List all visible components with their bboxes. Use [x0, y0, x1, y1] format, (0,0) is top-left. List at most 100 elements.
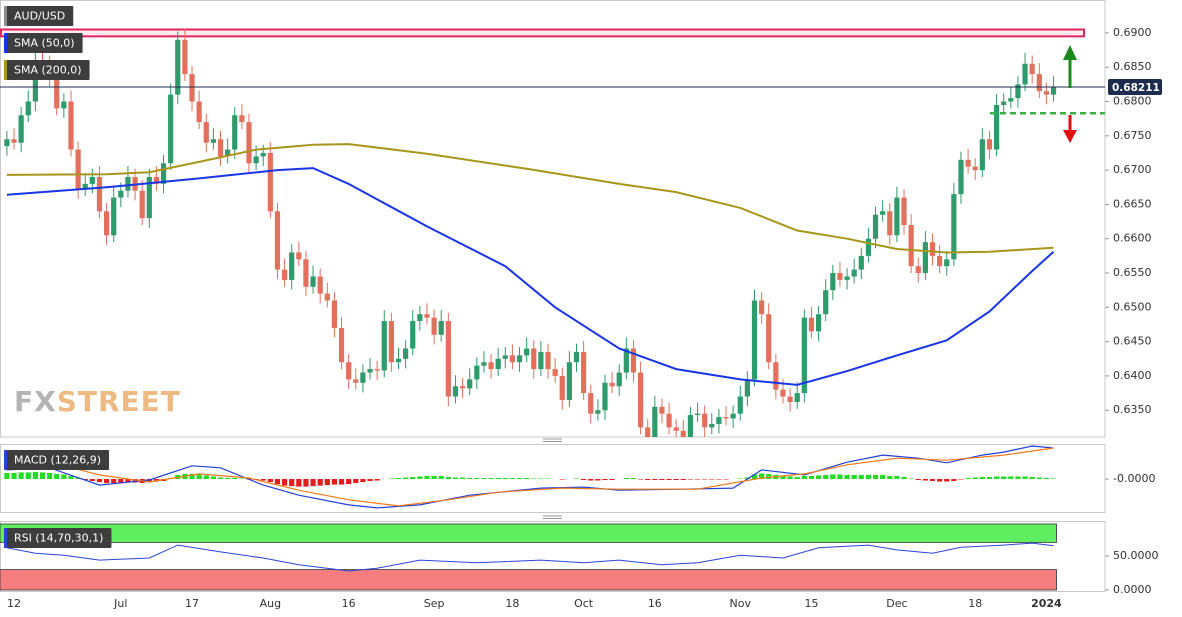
candle-body	[787, 396, 793, 403]
histogram-bar	[488, 477, 494, 479]
candle-body	[467, 379, 473, 389]
histogram-bar	[958, 479, 964, 480]
candle-body	[993, 104, 1000, 150]
histogram-bar	[289, 479, 295, 487]
histogram-bar	[260, 479, 266, 481]
indicator-line	[6, 167, 1055, 386]
candle-body	[189, 74, 195, 102]
legend-box	[4, 450, 110, 470]
histogram-bar	[296, 479, 302, 487]
legend-box	[4, 33, 83, 53]
candle-body	[1036, 74, 1042, 92]
histogram-bar	[132, 479, 138, 483]
price-panel-frame	[0, 0, 1106, 438]
histogram-bar	[687, 479, 694, 480]
histogram-bar	[502, 477, 508, 479]
candle-body	[901, 197, 907, 226]
candle-body	[445, 321, 451, 397]
histogram-bar	[815, 475, 822, 479]
histogram-bar	[82, 479, 88, 481]
x-tick-label: Jul	[113, 597, 127, 610]
candle-body	[680, 430, 686, 437]
histogram-bar	[545, 478, 551, 479]
histogram-bar	[196, 474, 202, 479]
rsi-plot	[0, 523, 1057, 591]
candle-body	[125, 176, 131, 191]
y-tick-label: 0.6350	[1113, 403, 1152, 416]
histogram-bar	[203, 475, 209, 479]
panel-resize-handle[interactable]	[543, 438, 562, 442]
candle-body	[274, 211, 281, 270]
candle-body	[573, 351, 580, 363]
legend-box	[4, 6, 74, 26]
candle-body	[296, 252, 302, 260]
candle-body	[609, 382, 615, 387]
candle-body	[111, 197, 117, 236]
histogram-bar	[431, 475, 437, 479]
histogram-bar	[680, 479, 686, 481]
y-tick-label: 0.6500	[1113, 300, 1152, 313]
histogram-bar	[573, 478, 580, 479]
candle-body	[374, 369, 380, 371]
histogram-bar	[979, 476, 985, 479]
histogram-bar	[4, 472, 10, 479]
current-price-box	[1108, 79, 1162, 96]
histogram-bar	[915, 479, 921, 481]
candle-body	[673, 427, 679, 431]
panel-resize-handle[interactable]	[543, 515, 562, 519]
candle-body	[709, 423, 715, 428]
histogram-bar	[851, 474, 857, 479]
candle-body	[203, 122, 209, 143]
candle-body	[210, 139, 216, 143]
histogram-bar	[865, 474, 872, 479]
candle-body	[217, 139, 224, 157]
x-tick-label: 12	[7, 597, 21, 610]
candle-body	[18, 115, 24, 143]
indicator-line	[6, 447, 1054, 507]
histogram-bar	[18, 472, 24, 479]
overbought-zone	[0, 523, 1057, 543]
current-price-label: 0.68211	[1112, 82, 1160, 94]
candle-body	[972, 166, 978, 171]
histogram-bar	[666, 479, 672, 481]
candle-body	[524, 348, 530, 356]
candle-body	[730, 413, 736, 419]
candle-body	[908, 225, 914, 267]
candle-body	[538, 351, 544, 370]
candle-body	[766, 314, 772, 363]
histogram-bar	[338, 479, 345, 485]
candle-body	[381, 321, 387, 371]
candle-body	[623, 348, 629, 373]
histogram-bar	[1036, 477, 1042, 479]
candle-body	[801, 317, 807, 394]
legend-entry: SMA (200,0)	[4, 60, 90, 80]
candle-body	[61, 101, 67, 109]
candle-body	[616, 372, 622, 387]
histogram-bar	[324, 479, 330, 486]
candle-body	[246, 122, 252, 164]
watermark-street: STREET	[57, 385, 181, 418]
candle-body	[602, 382, 608, 411]
candle-body	[581, 351, 587, 394]
histogram-bar	[281, 479, 288, 486]
candle-body	[139, 190, 145, 219]
legend-entry: MACD (12,26,9)	[4, 450, 110, 470]
legend-swatch	[4, 60, 7, 80]
histogram-bar	[929, 479, 936, 482]
legend-entry: RSI (14,70,30,1)	[4, 528, 112, 548]
legend-box	[4, 528, 112, 548]
histogram-bar	[844, 474, 850, 479]
histogram-bar	[39, 472, 46, 479]
y-tick-label: 0.6900	[1113, 26, 1152, 39]
candle-body	[815, 314, 822, 332]
histogram-bar	[652, 479, 658, 481]
candle-body	[780, 389, 786, 397]
legend-text: MACD (12,26,9)	[14, 454, 101, 467]
watermark-fx: FX	[14, 385, 57, 418]
candle-body	[958, 159, 964, 195]
y-tick-label: 0.6550	[1113, 266, 1152, 279]
histogram-bar	[481, 477, 487, 479]
histogram-bar	[118, 479, 124, 484]
histogram-bar	[972, 477, 978, 479]
candle-body	[388, 321, 394, 363]
